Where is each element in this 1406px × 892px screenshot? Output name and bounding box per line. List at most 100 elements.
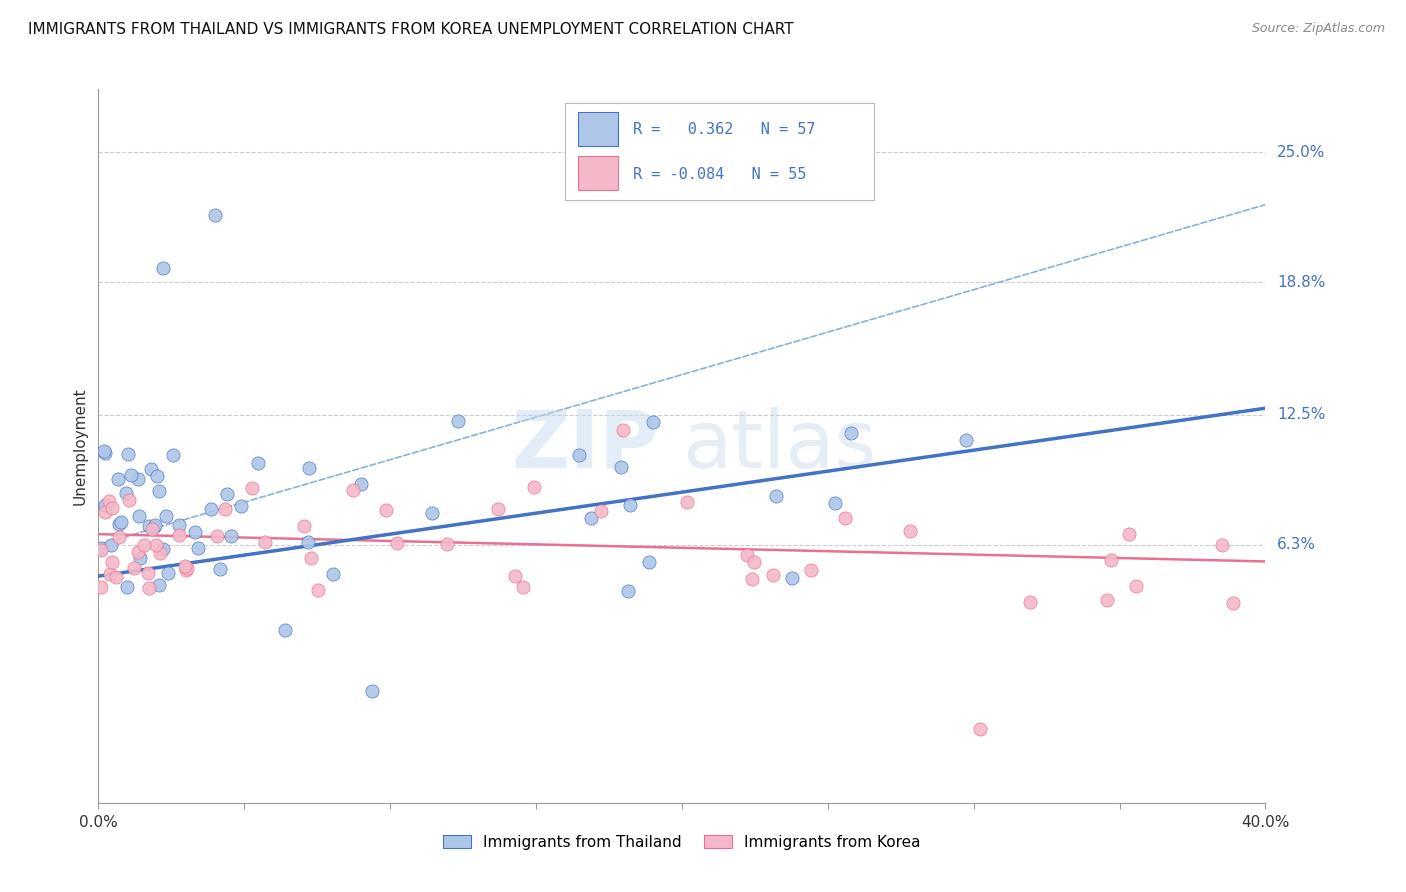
- Point: [184, 524, 207, 539]
- Point: [98, 567, 121, 582]
- Point: [765, 489, 787, 503]
- Point: [447, 413, 470, 427]
- Point: [138, 582, 160, 596]
- Point: [90, 542, 112, 557]
- Point: [229, 499, 252, 513]
- Point: [612, 423, 634, 437]
- Point: [1099, 552, 1122, 566]
- Point: [127, 472, 149, 486]
- Point: [385, 536, 408, 550]
- Point: [297, 535, 319, 549]
- Point: [148, 578, 170, 592]
- Point: [741, 572, 763, 586]
- Point: [100, 555, 122, 569]
- Point: [167, 528, 190, 542]
- Legend: Immigrants from Thailand, Immigrants from Korea: Immigrants from Thailand, Immigrants fro…: [437, 829, 927, 855]
- Point: [101, 501, 124, 516]
- Point: [834, 510, 856, 524]
- Point: [292, 518, 315, 533]
- Point: [90, 580, 112, 594]
- Text: 12.5%: 12.5%: [1277, 407, 1326, 422]
- Point: [145, 538, 167, 552]
- Point: [205, 529, 228, 543]
- Point: [134, 538, 156, 552]
- Point: [214, 501, 236, 516]
- Point: [322, 566, 344, 581]
- Point: [108, 516, 131, 531]
- Text: 18.8%: 18.8%: [1277, 275, 1326, 290]
- Point: [94, 445, 117, 459]
- Point: [240, 481, 263, 495]
- Text: ZIP: ZIP: [512, 407, 658, 485]
- Point: [187, 541, 209, 555]
- Point: [643, 415, 665, 429]
- Point: [299, 551, 322, 566]
- Point: [208, 561, 231, 575]
- Point: [780, 571, 803, 585]
- Point: [1222, 596, 1244, 610]
- Point: [107, 472, 129, 486]
- Point: [610, 460, 633, 475]
- Point: [969, 723, 991, 737]
- Point: [148, 483, 170, 498]
- Point: [139, 462, 162, 476]
- Point: [298, 461, 321, 475]
- Point: [156, 566, 179, 580]
- Point: [215, 487, 238, 501]
- Point: [128, 509, 150, 524]
- Text: 6.3%: 6.3%: [1277, 537, 1316, 552]
- Point: [174, 563, 197, 577]
- Point: [1095, 593, 1118, 607]
- Point: [200, 502, 222, 516]
- Point: [146, 469, 169, 483]
- Point: [108, 530, 131, 544]
- Point: [955, 433, 977, 447]
- Point: [1118, 527, 1140, 541]
- Point: [488, 502, 510, 516]
- Point: [361, 683, 384, 698]
- Point: [174, 559, 197, 574]
- Point: [122, 561, 145, 575]
- Point: [167, 517, 190, 532]
- Text: 25.0%: 25.0%: [1277, 145, 1326, 160]
- Point: [152, 260, 174, 275]
- Point: [762, 567, 785, 582]
- Point: [800, 563, 823, 577]
- Text: IMMIGRANTS FROM THAILAND VS IMMIGRANTS FROM KOREA UNEMPLOYMENT CORRELATION CHART: IMMIGRANTS FROM THAILAND VS IMMIGRANTS F…: [28, 22, 794, 37]
- Y-axis label: Unemployment: Unemployment: [72, 387, 87, 505]
- Point: [97, 494, 120, 508]
- Point: [839, 426, 862, 441]
- Point: [149, 546, 172, 560]
- Point: [120, 468, 142, 483]
- Point: [274, 623, 297, 637]
- Point: [138, 519, 160, 533]
- Point: [94, 505, 117, 519]
- Point: [162, 448, 184, 462]
- Point: [1018, 595, 1040, 609]
- Point: [90, 541, 112, 555]
- Point: [115, 580, 138, 594]
- Point: [675, 495, 697, 509]
- Point: [375, 503, 398, 517]
- Point: [512, 580, 534, 594]
- Point: [176, 561, 198, 575]
- Point: [114, 485, 136, 500]
- Point: [898, 524, 921, 538]
- Point: [619, 498, 641, 512]
- Point: [155, 508, 177, 523]
- Point: [127, 545, 149, 559]
- Point: [638, 555, 661, 569]
- Point: [742, 555, 765, 569]
- Point: [824, 496, 846, 510]
- Point: [129, 551, 152, 566]
- Point: [204, 208, 226, 222]
- Point: [117, 447, 139, 461]
- Point: [93, 444, 115, 458]
- Point: [118, 493, 141, 508]
- Point: [307, 583, 329, 598]
- Point: [350, 477, 373, 491]
- Point: [100, 538, 122, 552]
- Point: [1125, 579, 1147, 593]
- Point: [503, 568, 526, 582]
- Point: [143, 518, 166, 533]
